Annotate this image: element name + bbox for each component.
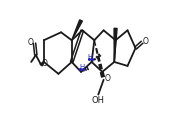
Polygon shape [72, 20, 82, 40]
Text: O: O [143, 37, 149, 46]
Text: O: O [105, 74, 111, 83]
Polygon shape [114, 28, 117, 62]
Text: O: O [42, 59, 48, 68]
Text: O: O [28, 38, 34, 47]
Text: H: H [79, 64, 84, 70]
Text: H: H [88, 54, 93, 60]
Text: OH: OH [92, 96, 105, 105]
Polygon shape [40, 62, 44, 66]
